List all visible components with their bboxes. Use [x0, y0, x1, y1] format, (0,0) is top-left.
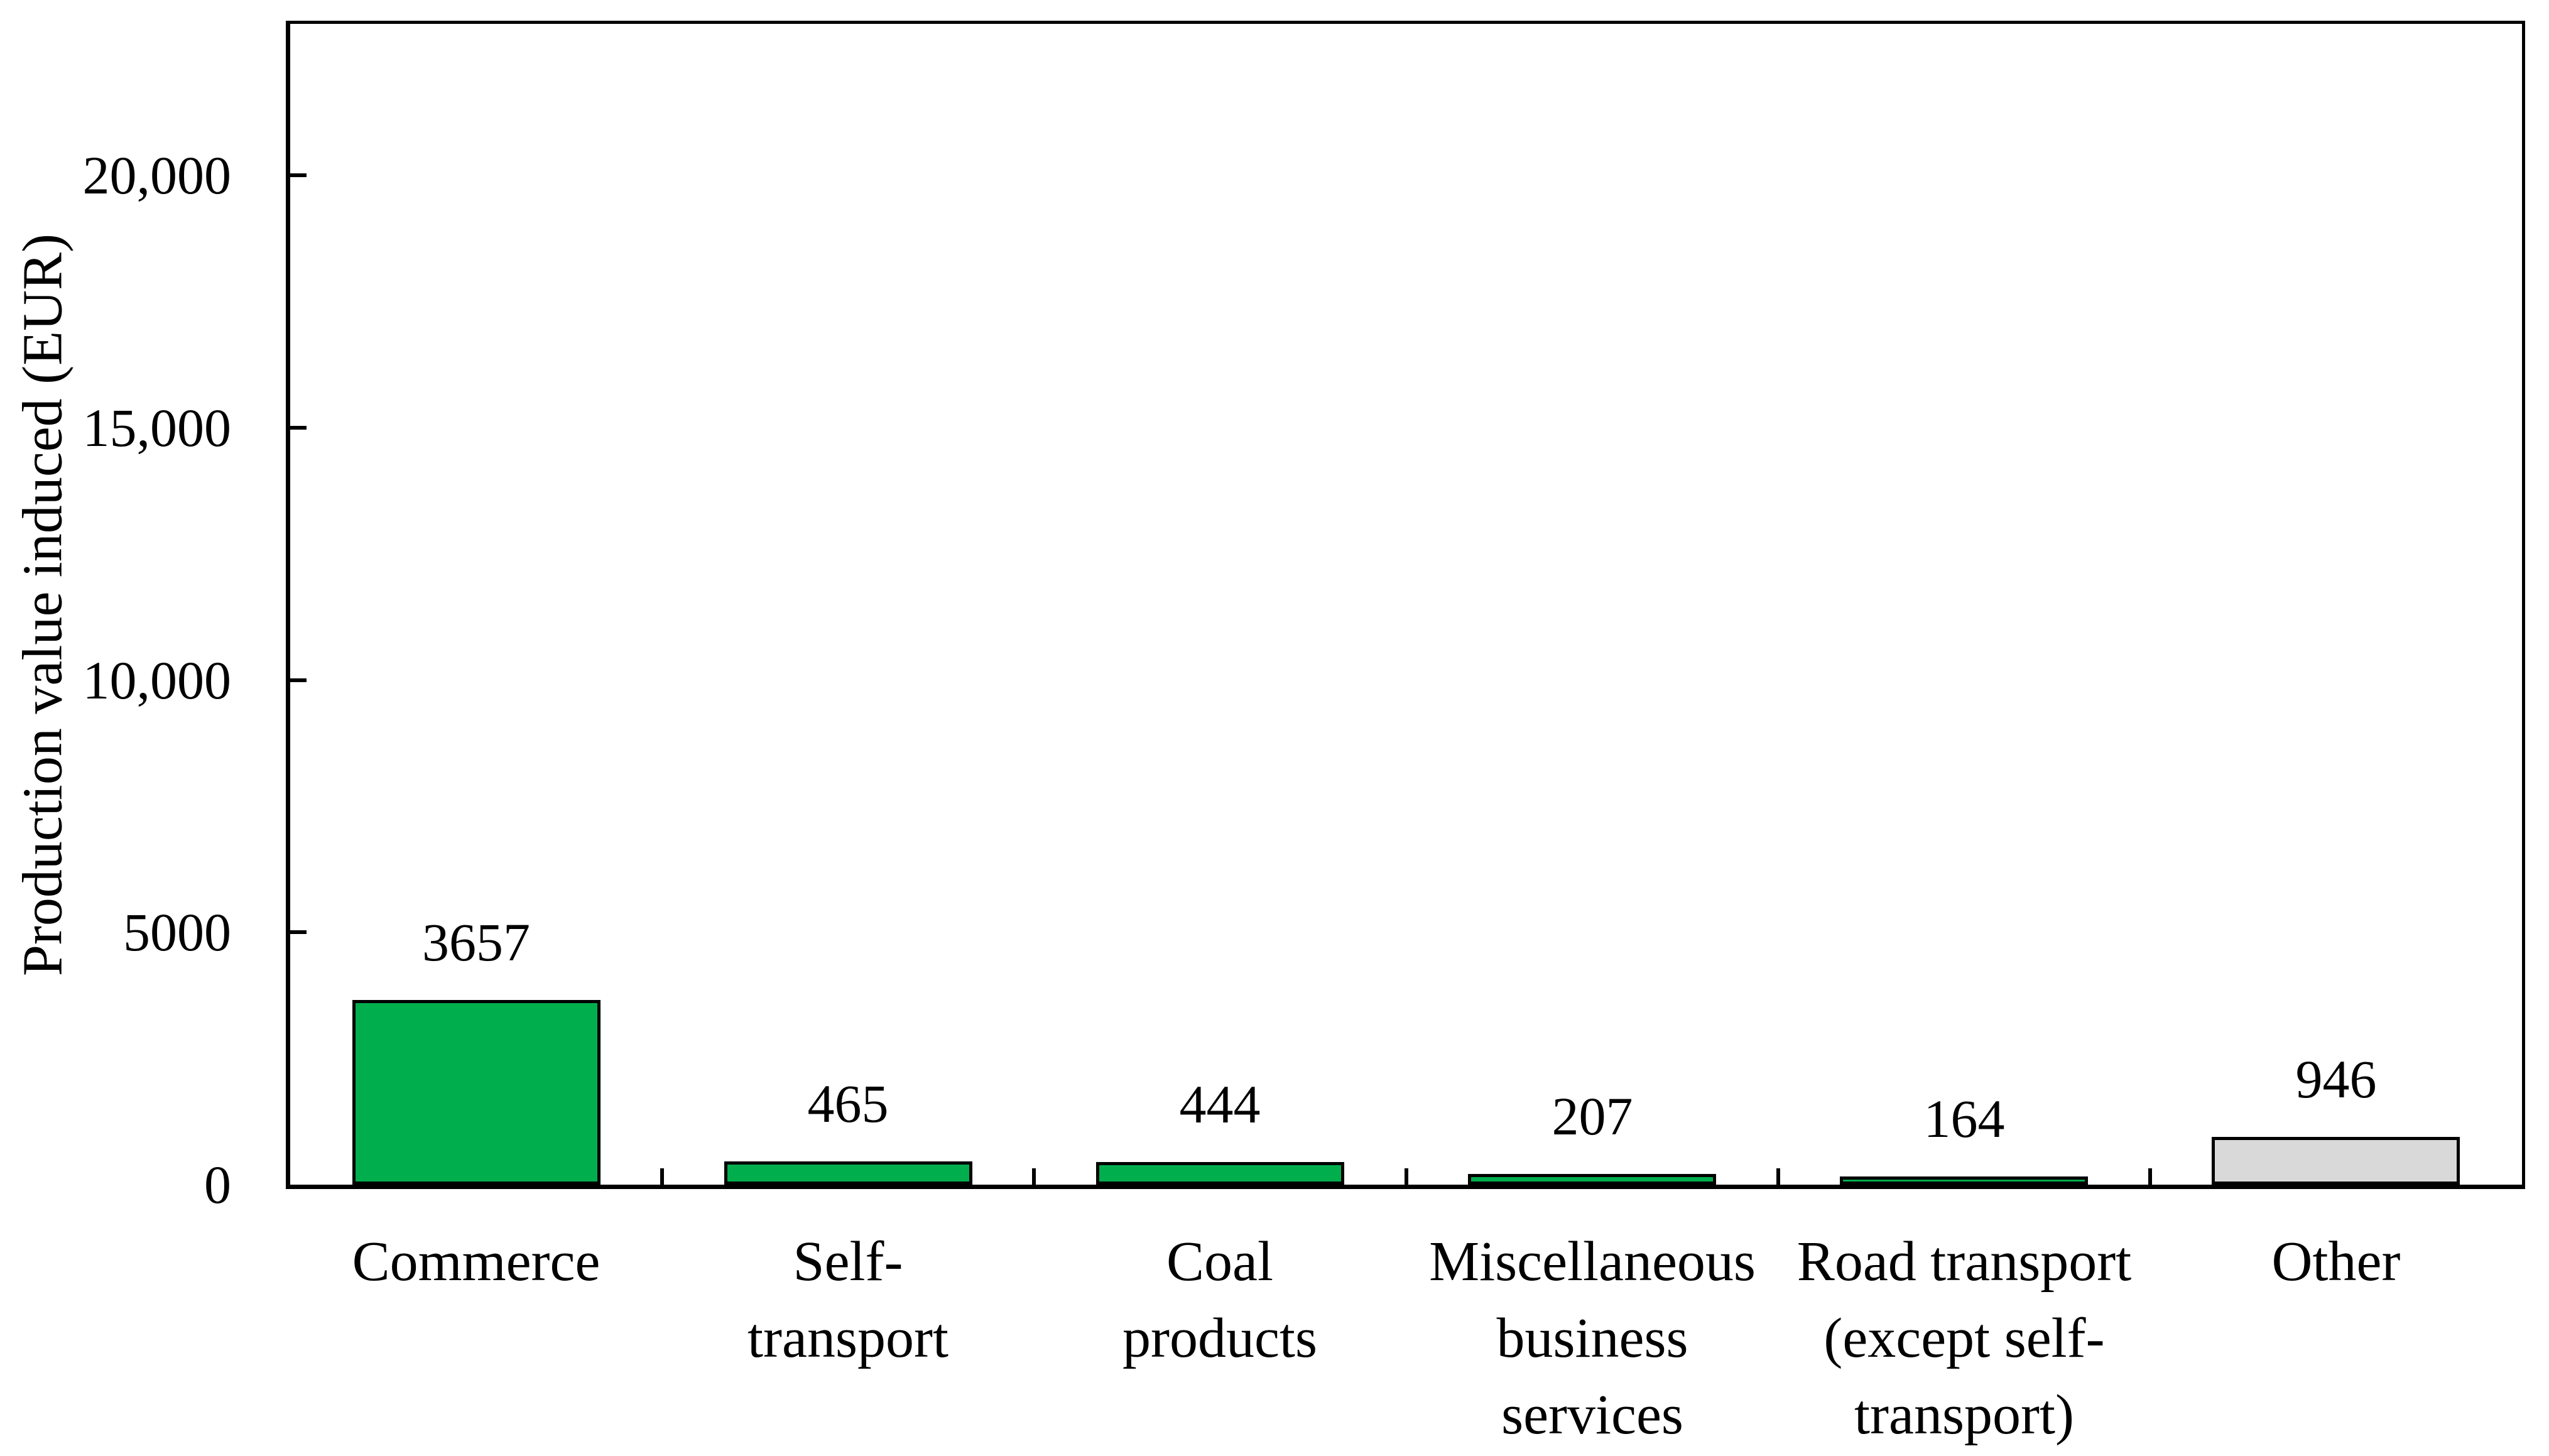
bar-self-transport — [724, 1161, 972, 1185]
y-tick-label-10000: 10,000 — [82, 649, 232, 710]
y-axis-tick-20000 — [290, 173, 307, 178]
bar-road-transport-except-self-transport — [1840, 1176, 2088, 1185]
category-label-commerce: Commerce — [352, 1231, 601, 1293]
x-axis-tick-2 — [1032, 1168, 1036, 1185]
x-axis-tick-4 — [1776, 1168, 1780, 1185]
y-axis-tick-5000 — [290, 930, 307, 935]
x-axis-tick-5 — [2148, 1168, 2152, 1185]
plot-area: 3657 465 444 207 164 946 — [286, 21, 2525, 1189]
y-axis-title: Production value induced (EUR) — [11, 233, 74, 977]
y-tick-label-0: 0 — [204, 1154, 231, 1215]
data-label-self-transport: 465 — [807, 1073, 889, 1134]
y-axis-tick-15000 — [290, 425, 307, 430]
data-label-commerce: 3657 — [422, 912, 530, 972]
y-tick-label-15000: 15,000 — [82, 397, 232, 458]
category-label-other: Other — [2271, 1231, 2401, 1293]
bar-other — [2212, 1137, 2460, 1185]
category-label-self-transport: Self- transport — [747, 1231, 948, 1369]
category-label-coal-products: Coal products — [1122, 1231, 1317, 1369]
data-label-other: 946 — [2295, 1049, 2377, 1109]
category-label-road-transport-except-self-transport: Road transport (except self- transport) — [1796, 1231, 2132, 1446]
bar-commerce — [352, 1000, 601, 1185]
y-tick-label-20000: 20,000 — [82, 145, 232, 206]
y-tick-label-5000: 5000 — [123, 902, 231, 963]
y-axis-tick-10000 — [290, 678, 307, 682]
bar-miscellaneous-business-services — [1468, 1174, 1716, 1185]
bar-coal-products — [1096, 1162, 1344, 1185]
x-axis-tick-3 — [1404, 1168, 1408, 1185]
x-axis-tick-1 — [660, 1168, 665, 1185]
category-label-miscellaneous-business-services: Miscellaneous business services — [1429, 1231, 1756, 1446]
data-label-coal-products: 444 — [1179, 1074, 1261, 1134]
data-label-road-transport-except-self-transport: 164 — [1923, 1089, 2005, 1149]
data-label-miscellaneous-business-services: 207 — [1552, 1086, 1633, 1146]
